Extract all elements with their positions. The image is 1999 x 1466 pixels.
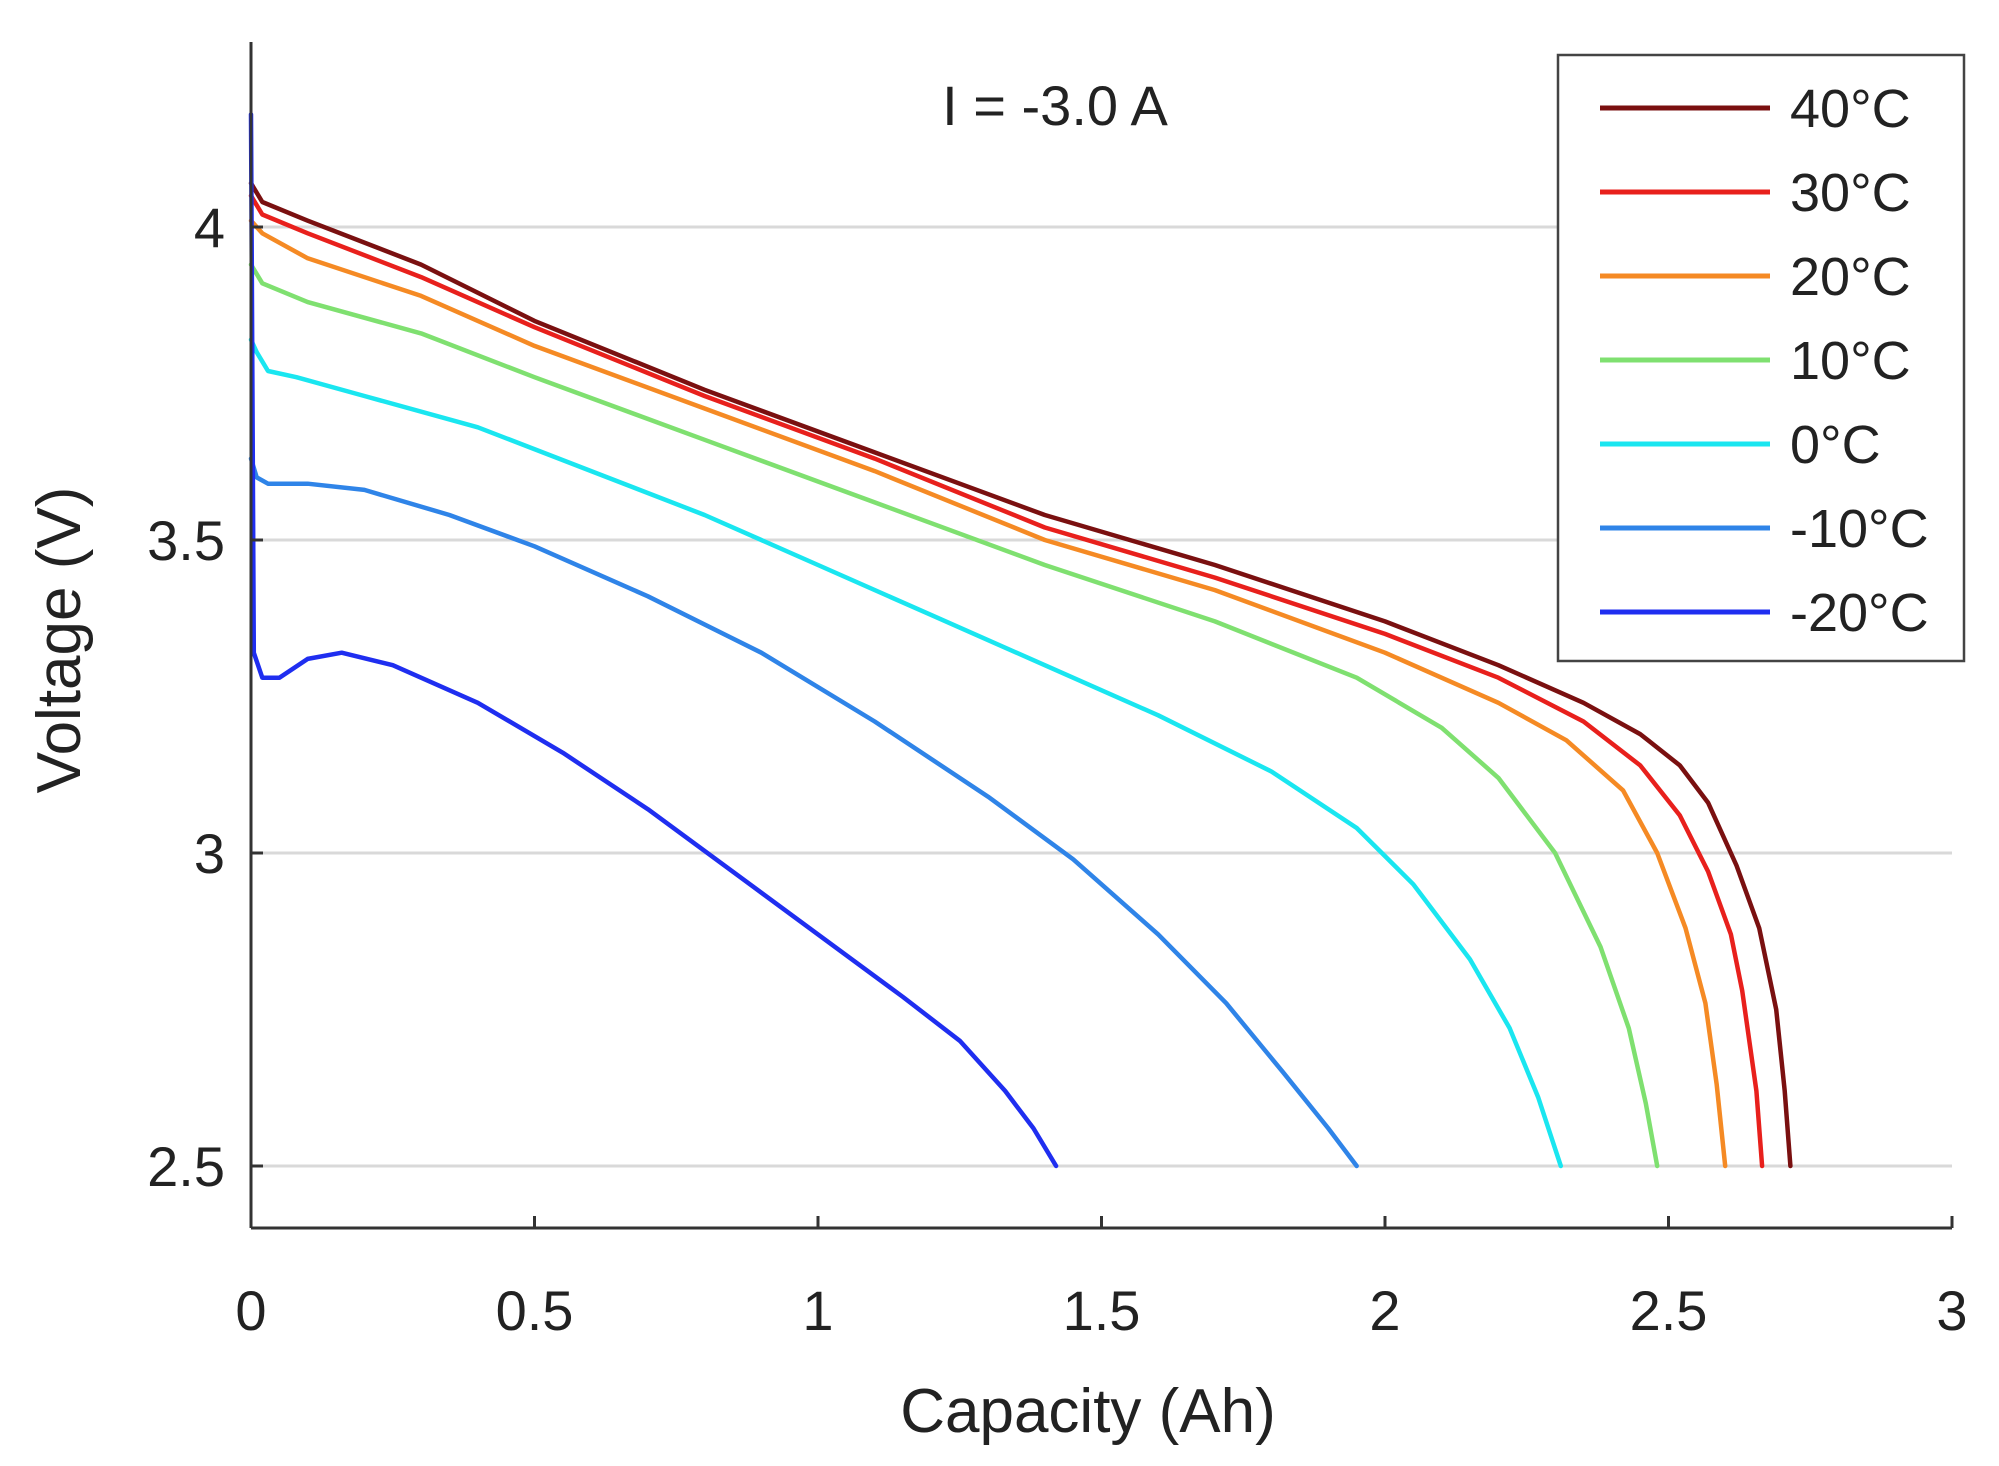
x-tick-label: 0 bbox=[235, 1279, 266, 1342]
y-tick-label: 3.5 bbox=[147, 509, 225, 572]
series-line-1 bbox=[248, 180, 1793, 1169]
series-line-2 bbox=[248, 193, 1765, 1169]
series-lines bbox=[248, 112, 1793, 1169]
legend: 40°C 30°C 20°C 10°C 0°C -10°C -20°C bbox=[1556, 53, 1966, 663]
legend-label-1: 40°C bbox=[1790, 79, 1911, 139]
x-tick-label: 2.5 bbox=[1630, 1279, 1708, 1342]
series-line-6 bbox=[248, 456, 1359, 1169]
y-tick-label: 4 bbox=[194, 196, 225, 259]
y-tick-label: 3 bbox=[194, 822, 225, 885]
series-line-3 bbox=[248, 218, 1728, 1169]
x-tick-label: 0.5 bbox=[496, 1279, 574, 1342]
chart-title: I = -3.0 A bbox=[942, 74, 1168, 137]
legend-label-7: -20°C bbox=[1790, 583, 1929, 643]
y-axis-title: Voltage (V) bbox=[25, 487, 94, 794]
y-tick-label: 2.5 bbox=[147, 1135, 225, 1198]
legend-label-3: 20°C bbox=[1790, 247, 1911, 307]
tick-labels: 0 0.5 1 1.5 2 2.5 3 2.5 3 3.5 4 bbox=[147, 196, 1967, 1342]
x-tick-label: 1.5 bbox=[1063, 1279, 1141, 1342]
series-line-4 bbox=[248, 262, 1660, 1169]
series-line-7 bbox=[248, 112, 1059, 1169]
legend-items: 40°C 30°C 20°C 10°C 0°C -10°C -20°C bbox=[1600, 79, 1929, 643]
x-axis-title: Capacity (Ah) bbox=[900, 1377, 1276, 1446]
legend-label-2: 30°C bbox=[1790, 163, 1911, 223]
axes bbox=[249, 42, 1954, 1230]
legend-label-4: 10°C bbox=[1790, 331, 1911, 391]
series-line-5 bbox=[248, 337, 1564, 1169]
x-tick-label: 1 bbox=[802, 1279, 833, 1342]
legend-label-6: -10°C bbox=[1790, 499, 1929, 559]
x-tick-label: 2 bbox=[1369, 1279, 1400, 1342]
legend-label-5: 0°C bbox=[1790, 415, 1881, 475]
x-tick-label: 3 bbox=[1936, 1279, 1967, 1342]
